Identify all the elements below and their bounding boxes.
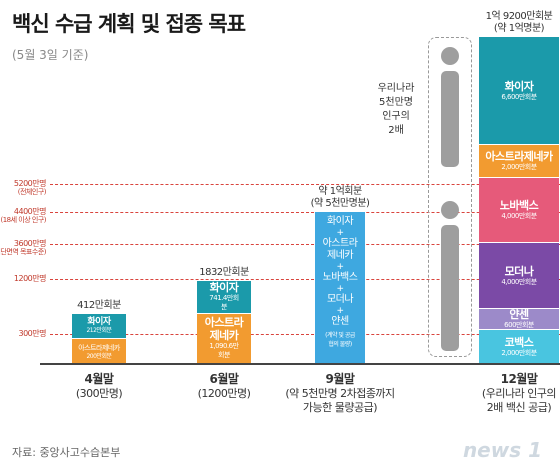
segment-value: 1,090.6만회분 <box>209 342 239 360</box>
segment-name: 화이자 <box>87 317 111 328</box>
threshold-label: 3600만명(집단면역 목표수준) <box>0 239 47 257</box>
bar-segment-part: 아스트라제네카 200만회분 <box>72 339 126 363</box>
person-silhouette-icon <box>441 47 459 351</box>
segment-value: 2,000만회분 <box>501 163 537 172</box>
bar-segment-top: 화이자 6,600만회분 <box>479 37 559 146</box>
threshold-value: 3600만명 <box>13 239 47 248</box>
threshold-note: (집단면역 목표수준) <box>0 248 46 256</box>
bar-total-value: 1억 9200만회분 <box>485 11 553 22</box>
threshold-label: 4400만명 (18세 이상 인구) <box>0 207 46 225</box>
x-axis-label: 4월말 (300만명) <box>29 372 169 401</box>
segment-name: 코백스 <box>504 335 534 349</box>
threshold-value: 1200만명 <box>13 274 47 283</box>
bar-segment-part: 코백스 2,000만회분 <box>479 330 559 363</box>
page-subtitle: (5월 3일 기준) <box>12 48 89 62</box>
threshold-label: 300만명 <box>19 329 47 338</box>
bar-segment-part: 아스트라제네카 1,090.6만회분 <box>197 313 251 363</box>
population-note-line: 5천만명 <box>379 97 413 108</box>
population-note-line: 인구의 <box>382 111 410 122</box>
x-axis-note: (300만명) <box>75 387 123 400</box>
threshold-note: (18세 이상 인구) <box>0 216 46 224</box>
segment-name: 화이자 <box>209 281 239 295</box>
combined-item: 얀센 <box>331 316 349 327</box>
plus-sign: + <box>336 262 344 272</box>
bar-segment-top: 화이자 741.4만회분 <box>197 280 251 314</box>
x-axis-note: 2배 백신 공급) <box>486 401 552 414</box>
threshold-label: 1200만명 <box>13 274 47 283</box>
x-axis-label: 6월말 (1200만명) <box>154 372 294 401</box>
segment-name: 화이자 <box>504 79 534 93</box>
bar-total-label: 412만회분 <box>49 300 149 312</box>
population-note: 우리나라 5천만명 인구의 2배 <box>358 82 434 138</box>
x-axis-label: 9월말 (약 5천만명 2차접종까지 가능한 물량공급) <box>270 372 410 415</box>
plus-sign: + <box>336 284 344 294</box>
plus-sign: + <box>336 228 344 238</box>
segment-name: 모더나 <box>504 264 534 278</box>
news1-logo: news 1 <box>462 438 542 462</box>
segment-name: 아스트라제네카 <box>78 343 120 352</box>
population-note-line: 우리나라 <box>377 83 415 94</box>
segment-value: 6,600만회분 <box>501 92 537 101</box>
threshold-value: 5200만명 <box>13 179 47 188</box>
combined-item: 화이자 <box>326 216 354 227</box>
segment-name: 얀센 <box>509 308 529 322</box>
page-title: 백신 수급 계획 및 접종 목표 <box>12 12 246 36</box>
x-axis-note: 가능한 물량공급) <box>302 401 378 414</box>
bar-segment-part: 노바백스 4,000만회분 <box>479 177 559 244</box>
threshold-line <box>50 334 560 335</box>
segment-value: 200만회분 <box>86 352 112 360</box>
segment-name: 노바백스 <box>499 199 539 213</box>
combined-bar: 화이자 + 아스트라제네카 + 노바백스 + 모더나 + 얀센 (계약 및 공급 협의 물량) <box>315 212 365 363</box>
threshold-line <box>50 212 560 213</box>
x-axis-note: (1200만명) <box>197 387 251 400</box>
x-axis-category: 4월말 <box>84 372 114 386</box>
combined-item: 아스트라제네카 <box>322 238 358 261</box>
x-axis-category: 9월말 <box>325 372 355 386</box>
segment-value: 2,000만회분 <box>501 348 537 357</box>
x-axis-line <box>40 363 560 365</box>
bar-total-label: 약 1억회분 (약 5천만명분) <box>290 186 390 210</box>
combined-item: 모더나 <box>326 294 354 305</box>
threshold-note: (전체인구) <box>17 188 47 196</box>
population-note-line: 2배 <box>388 125 404 136</box>
x-axis-label: 12월말 (우리나라 인구의 2배 백신 공급) <box>449 372 560 415</box>
threshold-line <box>50 244 560 245</box>
bar-segment-top: 화이자 212만회분 <box>72 313 126 339</box>
segment-value: 212만회분 <box>86 327 112 335</box>
bar-total-note: (약 5천만명분) <box>310 198 370 209</box>
combined-item: 노바백스 <box>322 272 358 283</box>
x-axis-category: 12월말 <box>500 372 538 386</box>
x-axis-note: (우리나라 인구의 <box>481 387 557 400</box>
segment-name: 아스트라제네카 <box>204 316 244 343</box>
threshold-label: 5200만명 (전체인구) <box>13 179 47 197</box>
bar-total-value: 1832만회분 <box>199 266 249 278</box>
bar-total-value: 약 1억회분 <box>318 186 362 197</box>
source-credit: 자료: 중앙사고수습본부 <box>12 446 121 459</box>
bar-segment-part: 얀센 600만회분 <box>479 308 559 331</box>
bar-total-label: 1억 9200만회분 (약 1억명분) <box>469 11 560 35</box>
threshold-line <box>50 279 560 280</box>
bar-total-value: 412만회분 <box>77 299 121 311</box>
segment-value: 741.4만회분 <box>209 294 239 312</box>
bar-segment-part: 모더나 4,000만회분 <box>479 243 559 309</box>
segment-value: 4,000만회분 <box>501 212 537 221</box>
threshold-value: 300만명 <box>18 329 47 338</box>
bar-total-label: 1832만회분 <box>174 267 274 279</box>
combined-note: (계약 및 공급 협의 물량) <box>325 332 355 348</box>
threshold-value: 4400만명 <box>13 207 47 216</box>
bar-total-note: (약 1억명분) <box>493 23 545 34</box>
segment-value: 600만회분 <box>504 321 534 330</box>
plus-sign: + <box>336 306 344 316</box>
bar-segment-part: 아스트라제네카 2,000만회분 <box>479 145 559 178</box>
segment-value: 4,000만회분 <box>501 277 537 286</box>
threshold-line <box>50 184 560 185</box>
population-figure <box>428 37 472 357</box>
x-axis-category: 6월말 <box>209 372 239 386</box>
segment-name: 아스트라제네카 <box>485 150 553 164</box>
x-axis-note: (약 5천만명 2차접종까지 <box>285 387 395 400</box>
